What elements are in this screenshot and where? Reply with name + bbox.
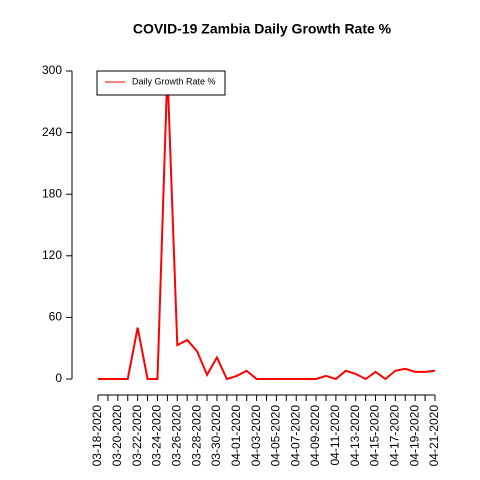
legend-label: Daily Growth Rate % — [132, 76, 216, 86]
x-tick-label: 03-22-2020 — [130, 405, 144, 467]
x-tick-label: 04-13-2020 — [348, 405, 362, 467]
x-tick-label: 04-15-2020 — [368, 405, 382, 467]
x-tick-label: 03-28-2020 — [189, 405, 203, 467]
x-tick-label: 03-18-2020 — [90, 405, 104, 467]
chart-title: COVID-19 Zambia Daily Growth Rate % — [133, 21, 392, 37]
x-tick-label: 04-07-2020 — [288, 405, 302, 467]
x-tick-label: 04-19-2020 — [407, 405, 421, 467]
x-tick-label: 03-26-2020 — [169, 405, 183, 467]
y-tick-label: 240 — [42, 125, 62, 139]
y-tick-label: 300 — [42, 63, 62, 77]
x-tick-label: 03-30-2020 — [209, 405, 223, 467]
legend-box — [96, 70, 226, 96]
y-tick-label: 0 — [55, 371, 62, 385]
y-tick-label: 180 — [42, 186, 62, 200]
y-tick-label: 120 — [42, 248, 62, 262]
x-tick-label: 04-17-2020 — [388, 405, 402, 467]
x-tick-label: 04-11-2020 — [328, 405, 342, 466]
y-tick-label: 60 — [49, 310, 63, 324]
x-tick-label: 04-09-2020 — [308, 405, 322, 467]
data-line — [98, 70, 436, 381]
x-tick-label: 03-24-2020 — [150, 405, 164, 467]
x-tick-label: 04-03-2020 — [249, 405, 263, 467]
x-tick-label: 03-20-2020 — [110, 405, 124, 467]
x-tick-label: 04-21-2020 — [427, 405, 441, 467]
x-tick-label: 04-01-2020 — [229, 405, 243, 467]
x-tick-label: 04-05-2020 — [269, 405, 283, 467]
